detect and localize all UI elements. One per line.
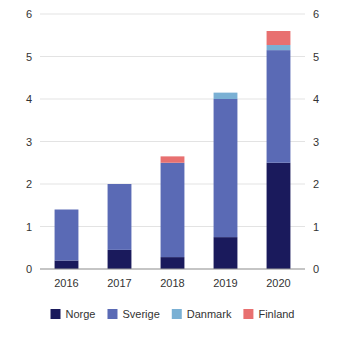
y-tick-label: 6 (26, 8, 32, 20)
bar-segment (267, 31, 291, 45)
grid-line (40, 56, 305, 57)
chart: 0 1 2 3 4 5 6 0 1 2 3 4 5 6 2016 2017 2018 2019 2020 Norge S… (0, 0, 345, 341)
legend-item: Norge (51, 308, 96, 320)
bar-segment (108, 184, 132, 185)
legend-label: Finland (258, 308, 294, 320)
bar-segment (55, 209, 79, 210)
legend-item: Sverige (107, 308, 159, 320)
bar-segment (108, 250, 132, 269)
bar-segment (108, 184, 132, 250)
legend-swatch (243, 309, 253, 319)
y-tick-label: 3 (26, 136, 32, 148)
x-tick-label: 2018 (160, 277, 184, 289)
legend-item: Finland (243, 308, 294, 320)
legend-swatch (51, 309, 61, 319)
y-tick-label: 5 (26, 51, 32, 63)
x-axis-line (40, 269, 305, 270)
y2-tick-label: 4 (313, 93, 319, 105)
grid-line (40, 269, 305, 270)
bar-segment (55, 209, 79, 210)
y2-tick-label: 5 (313, 51, 319, 63)
legend-label: Sverige (122, 308, 159, 320)
bar-segment (214, 237, 238, 269)
bar-segment (55, 210, 79, 261)
bar-segment (161, 156, 185, 162)
bar-segment (214, 93, 238, 99)
y-tick-label: 4 (26, 93, 32, 105)
legend-label: Danmark (187, 308, 232, 320)
y-tick-label: 1 (26, 221, 32, 233)
x-tick-label: 2020 (266, 277, 290, 289)
bar-segment (214, 92, 238, 93)
bar-segment (267, 45, 291, 50)
y-tick-label: 2 (26, 178, 32, 190)
y-tick-label: 0 (26, 263, 32, 275)
y2-tick-label: 2 (313, 178, 319, 190)
y2-tick-label: 6 (313, 8, 319, 20)
legend-swatch (172, 309, 182, 319)
legend-label: Norge (66, 308, 96, 320)
bar-segment (214, 99, 238, 237)
x-tick-label: 2017 (107, 277, 131, 289)
bar-segment (267, 163, 291, 269)
chart-container: 0 1 2 3 4 5 6 0 1 2 3 4 5 6 2016 2017 2018 2019 2020 Norge S… (0, 0, 345, 341)
grid-line (40, 99, 305, 100)
legend-item: Danmark (172, 308, 232, 320)
legend-swatch (107, 309, 117, 319)
bar-segment (267, 50, 291, 163)
grid (40, 14, 305, 269)
y2-tick-label: 1 (313, 221, 319, 233)
bar-segment (55, 261, 79, 270)
x-tick-label: 2019 (213, 277, 237, 289)
grid-line (40, 14, 305, 15)
y2-tick-label: 0 (313, 263, 319, 275)
bar-segment (108, 184, 132, 185)
y2-tick-label: 3 (313, 136, 319, 148)
x-tick-label: 2016 (54, 277, 78, 289)
bars (55, 31, 291, 269)
bar-segment (161, 163, 185, 257)
grid-line (40, 141, 305, 142)
bar-segment (161, 257, 185, 269)
legend: Norge Sverige Danmark Finland (51, 308, 295, 320)
